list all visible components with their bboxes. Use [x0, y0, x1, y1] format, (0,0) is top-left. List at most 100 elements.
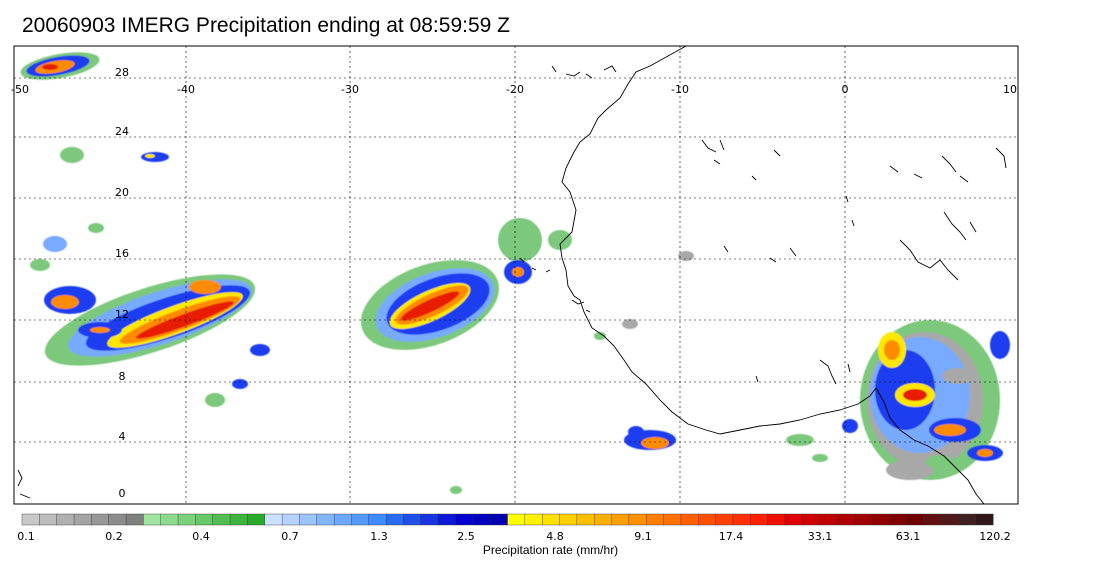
colorbar-swatch [802, 513, 821, 526]
gulf-of-guinea-coast [875, 387, 985, 505]
longitude-label: -50 [11, 83, 29, 96]
colorbar-swatch [819, 513, 838, 526]
colorbar-tick-labels: 0.1 0.2 0.4 0.7 1.3 2.5 4.8 9.1 17.4 33.1 63.1 120.… [17, 530, 1011, 543]
colorbar-swatch [299, 513, 318, 526]
rain-cell [942, 368, 974, 384]
colorbar-swatch [854, 513, 873, 526]
colorbar-swatch [420, 513, 439, 526]
colorbar-tick-label: 2.5 [457, 530, 475, 543]
rain-cell [786, 434, 814, 446]
rain-cell [903, 389, 927, 401]
rain-cell [842, 419, 858, 433]
rain-cell [450, 486, 462, 494]
colorbar-swatch [576, 513, 595, 526]
colorbar-swatch [212, 513, 231, 526]
storm-system [141, 152, 169, 162]
colorbar-swatch [39, 513, 58, 526]
inland-lakes-2 [889, 147, 1007, 183]
rain-cell [594, 332, 606, 340]
colorbar-swatch [715, 513, 734, 526]
longitude-label: 10 [1003, 83, 1017, 96]
colorbar-swatch [281, 513, 300, 526]
colorbar-swatch [195, 513, 214, 526]
longitude-label: -20 [506, 83, 524, 96]
colorbar-swatch [437, 513, 456, 526]
precipitation-field [20, 52, 1010, 494]
colorbar-swatch [906, 513, 925, 526]
rain-cell [990, 331, 1010, 359]
colorbar-swatch [125, 513, 144, 526]
colorbar-swatch [333, 513, 352, 526]
rain-cell [977, 449, 993, 457]
colorbar-tick-label: 120.2 [979, 530, 1011, 543]
colorbar-swatch [351, 513, 370, 526]
storm-system [30, 147, 104, 271]
colorbar-tick-label: 0.1 [17, 530, 35, 543]
rain-cell [498, 218, 542, 262]
colorbar-swatch [524, 513, 543, 526]
colorbar-swatch [56, 513, 75, 526]
rain-cell [400, 291, 460, 321]
storm-system [205, 379, 248, 407]
colorbar-tick-label: 17.4 [719, 530, 744, 543]
colorbar-swatch [940, 513, 959, 526]
colorbar-tick-label: 9.1 [634, 530, 652, 543]
colorbar-swatch [594, 513, 613, 526]
colorbar-swatch [21, 513, 40, 526]
latitude-labels: 28 24 20 16 12 8 4 0 [115, 66, 129, 500]
rain-cell [886, 460, 934, 480]
rain-cell [512, 267, 524, 277]
colorbar-swatch [698, 513, 717, 526]
longitude-label: -30 [341, 83, 359, 96]
rain-cell [60, 147, 84, 163]
longitude-labels: -50 -40 -30 -20 -10 0 10 [11, 83, 1017, 96]
colorbar-swatch [264, 513, 283, 526]
colorbar-swatch [91, 513, 110, 526]
colorbar-swatch [177, 513, 196, 526]
map-title: 20060903 IMERG Precipitation ending at 0… [22, 14, 510, 37]
colorbar-swatch [403, 513, 422, 526]
latitude-label: 12 [115, 308, 129, 321]
colorbar-tick-label: 1.3 [370, 530, 388, 543]
frame-left-island [17, 469, 31, 499]
colorbar-swatch [646, 513, 665, 526]
longitude-label: -40 [177, 83, 195, 96]
colorbar-swatch [888, 513, 907, 526]
colorbar-swatch [472, 513, 491, 526]
colorbar [21, 513, 994, 526]
niger-river [899, 211, 977, 281]
lat-lon-grid [14, 46, 1018, 504]
sahara-features [723, 195, 855, 263]
rain-cell [641, 437, 669, 449]
rain-cell [884, 340, 900, 360]
rain-cell [250, 344, 270, 356]
plot-frame [13, 45, 1019, 505]
canary-islands [551, 65, 617, 79]
rain-cell [88, 223, 104, 233]
latitude-label: 0 [119, 487, 126, 500]
colorbar-swatch [958, 513, 977, 526]
colorbar-tick-label: 33.1 [808, 530, 833, 543]
colorbar-swatch [871, 513, 890, 526]
colorbar-swatch [541, 513, 561, 526]
longitude-label: 0 [842, 83, 849, 96]
rain-cell [622, 319, 638, 329]
colorbar-swatch [923, 513, 942, 526]
inland-lakes-1 [701, 139, 781, 181]
colorbar-swatch [750, 513, 769, 526]
colorbar-swatch [680, 513, 699, 526]
cape-verde-islands [519, 257, 551, 273]
colorbar-swatch [73, 513, 92, 526]
colorbar-swatch [507, 513, 526, 526]
rain-cell [189, 280, 221, 294]
latitude-label: 20 [115, 186, 129, 199]
rain-cell [205, 393, 225, 407]
colorbar-swatch [160, 513, 179, 526]
latitude-label: 4 [119, 430, 126, 443]
colorbar-swatch [247, 513, 266, 526]
storm-system [624, 426, 676, 450]
colorbar-tick-label: 0.4 [192, 530, 210, 543]
rain-cell [51, 295, 79, 309]
colorbar-tick-label: 4.8 [546, 530, 564, 543]
longitude-label: -10 [671, 83, 689, 96]
